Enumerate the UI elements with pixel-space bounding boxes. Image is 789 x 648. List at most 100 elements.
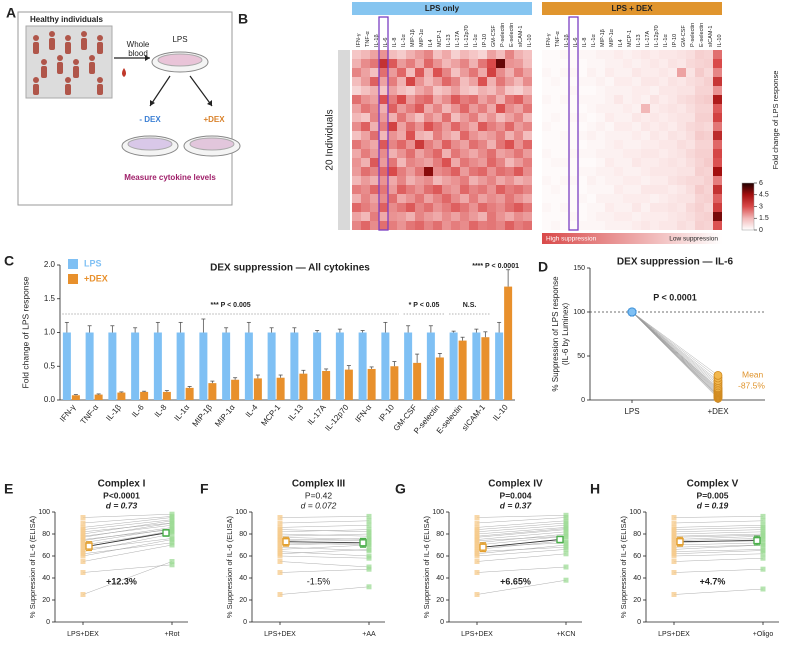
column-label: IL-17A	[645, 30, 651, 47]
heat-cell	[641, 50, 650, 59]
y-tick-label: 2.0	[44, 260, 56, 269]
mean-marker	[753, 536, 761, 545]
y-tick-label: 0	[581, 397, 585, 404]
column-label: IL-6	[573, 38, 579, 47]
heat-cell	[623, 203, 632, 212]
heat-cell	[379, 140, 388, 149]
heat-cell	[388, 212, 397, 221]
heat-cell	[623, 86, 632, 95]
heat-cell	[641, 68, 650, 77]
bar	[358, 332, 367, 400]
pair-line	[673, 520, 764, 524]
y-axis-label: % Suppression of IL-6 (ELISA)	[225, 515, 234, 618]
heat-cell	[587, 77, 596, 86]
heat-cell	[560, 149, 569, 158]
heat-cell	[551, 158, 560, 167]
annotation: P=0.004	[500, 490, 532, 500]
heat-cell	[704, 203, 713, 212]
highlight-box	[568, 16, 579, 231]
heat-cell	[361, 149, 370, 158]
heat-cell	[487, 131, 496, 140]
heat-cell	[632, 203, 641, 212]
heat-cell	[560, 86, 569, 95]
x-tick-label: MCP-1	[259, 402, 282, 427]
heat-cell	[352, 131, 361, 140]
pair-line	[82, 519, 173, 530]
point	[366, 518, 372, 524]
bar	[185, 387, 194, 400]
heat-cell	[433, 122, 442, 131]
heat-cell	[578, 59, 587, 68]
heat-cell	[560, 185, 569, 194]
colorbar	[741, 182, 755, 231]
heat-cell	[686, 212, 695, 221]
heat-cell	[605, 77, 614, 86]
heat-cell	[695, 59, 704, 68]
dish-content	[127, 137, 173, 151]
heat-cell	[605, 131, 614, 140]
heat-cell	[415, 212, 424, 221]
heat-cell	[641, 149, 650, 158]
pair-line	[476, 517, 567, 524]
heat-cell	[406, 131, 415, 140]
heat-cell	[406, 167, 415, 176]
heat-cell	[478, 59, 487, 68]
heat-cell	[469, 122, 478, 131]
heat-cell	[505, 59, 514, 68]
point	[169, 511, 175, 517]
heat-cell	[406, 194, 415, 203]
heat-cell	[523, 212, 532, 221]
heat-cell	[659, 140, 668, 149]
y-tick-label: 40	[633, 575, 641, 582]
bar	[231, 379, 240, 400]
heat-cell	[695, 104, 704, 113]
heat-cell	[614, 104, 623, 113]
heat-cell	[713, 194, 722, 203]
column-label: sICAM-1	[518, 26, 524, 47]
y-tick-label: 0	[46, 619, 50, 626]
heat-cell	[641, 158, 650, 167]
heat-cell	[560, 131, 569, 140]
heat-cell	[370, 140, 379, 149]
heat-cell	[659, 194, 668, 203]
heat-cell	[352, 212, 361, 221]
pair-line	[82, 539, 173, 557]
heat-cell	[469, 221, 478, 230]
point	[760, 546, 766, 552]
heat-cell	[487, 95, 496, 104]
legend-label: +DEX	[84, 273, 108, 283]
heat-cell	[415, 194, 424, 203]
column-label: IFN-γ	[356, 33, 362, 47]
heat-cell	[677, 131, 686, 140]
heat-cell	[587, 140, 596, 149]
heat-cell	[596, 212, 605, 221]
heat-cell	[496, 149, 505, 158]
heat-cell	[523, 194, 532, 203]
heat-cell	[713, 77, 722, 86]
heat-cell	[596, 194, 605, 203]
heat-cell	[677, 212, 686, 221]
heat-cell	[605, 50, 614, 59]
heat-cell	[605, 86, 614, 95]
heat-cell	[650, 194, 659, 203]
heat-cell	[713, 95, 722, 104]
heat-cell	[560, 77, 569, 86]
colorbar-label: Fold change of LPS response	[771, 71, 780, 170]
heat-cell	[469, 140, 478, 149]
heat-cell	[352, 113, 361, 122]
heat-cell	[650, 212, 659, 221]
heat-cell	[496, 50, 505, 59]
heat-cell	[677, 140, 686, 149]
heat-cell	[596, 203, 605, 212]
heat-cell	[478, 104, 487, 113]
heat-cell	[478, 113, 487, 122]
heat-cell	[352, 203, 361, 212]
bar	[322, 370, 331, 400]
heat-cell	[668, 122, 677, 131]
heat-cell	[623, 176, 632, 185]
heat-cell	[641, 104, 650, 113]
heat-cell	[433, 149, 442, 158]
heat-cell	[505, 158, 514, 167]
heat-cell	[442, 77, 451, 86]
heat-cell	[596, 68, 605, 77]
